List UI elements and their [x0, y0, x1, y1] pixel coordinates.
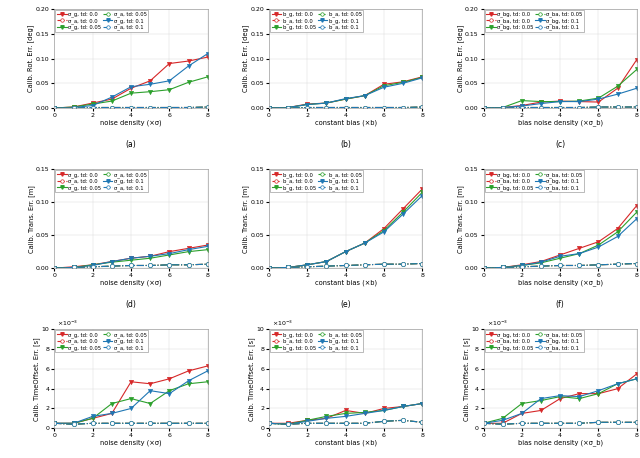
Y-axis label: Calib. TimeOffset. Err. [s]: Calib. TimeOffset. Err. [s]	[34, 337, 40, 421]
Legend: σ_bg, td: 0.0, σ_ba, td: 0.0, σ_bg, td: 0.05, σ_ba, td: 0.05, σ_bg, td: 0.1, σ_b: σ_bg, td: 0.0, σ_ba, td: 0.0, σ_bg, td: …	[484, 331, 584, 352]
X-axis label: bias noise density (×σ_b): bias noise density (×σ_b)	[518, 279, 603, 286]
Text: (b): (b)	[340, 140, 351, 149]
X-axis label: bias noise density (×σ_b): bias noise density (×σ_b)	[518, 119, 603, 126]
Y-axis label: Calib. TimeOffset. Err. [s]: Calib. TimeOffset. Err. [s]	[463, 337, 470, 421]
Text: $\times10^{-3}$: $\times10^{-3}$	[58, 319, 79, 328]
Legend: σ_g, td: 0.0, σ_a, td: 0.0, σ_g, td: 0.05, σ_a, td: 0.05, σ_g, td: 0.1, σ_a, td:: σ_g, td: 0.0, σ_a, td: 0.0, σ_g, td: 0.0…	[56, 170, 148, 192]
Y-axis label: Calib. Rot. Err. [deg]: Calib. Rot. Err. [deg]	[28, 25, 35, 92]
X-axis label: bias noise density (×σ_b): bias noise density (×σ_b)	[518, 440, 603, 446]
X-axis label: noise density (×σ): noise density (×σ)	[100, 279, 162, 286]
Y-axis label: Calib. TimeOffset. Err. [s]: Calib. TimeOffset. Err. [s]	[248, 337, 255, 421]
Text: (c): (c)	[555, 140, 565, 149]
Text: (a): (a)	[125, 140, 136, 149]
Text: (e): (e)	[340, 300, 351, 309]
X-axis label: constant bias (×b): constant bias (×b)	[314, 279, 377, 286]
Y-axis label: Calib. Trans. Err. [m]: Calib. Trans. Err. [m]	[28, 185, 35, 253]
Y-axis label: Calib. Trans. Err. [m]: Calib. Trans. Err. [m]	[243, 185, 249, 253]
Legend: b_g, td: 0.0, b_a, td: 0.0, b_g, td: 0.05, b_a, td: 0.05, b_g, td: 0.1, b_a, td:: b_g, td: 0.0, b_a, td: 0.0, b_g, td: 0.0…	[270, 170, 364, 192]
Y-axis label: Calib. Rot. Err. [deg]: Calib. Rot. Err. [deg]	[242, 25, 249, 92]
Legend: b_g, td: 0.0, b_a, td: 0.0, b_g, td: 0.05, b_a, td: 0.05, b_g, td: 0.1, b_a, td:: b_g, td: 0.0, b_a, td: 0.0, b_g, td: 0.0…	[270, 331, 364, 352]
Legend: σ_bg, td: 0.0, σ_ba, td: 0.0, σ_bg, td: 0.05, σ_ba, td: 0.05, σ_bg, td: 0.1, σ_b: σ_bg, td: 0.0, σ_ba, td: 0.0, σ_bg, td: …	[484, 10, 584, 32]
X-axis label: noise density (×σ): noise density (×σ)	[100, 119, 162, 126]
X-axis label: constant bias (×b): constant bias (×b)	[314, 440, 377, 446]
Text: $\times10^{-3}$: $\times10^{-3}$	[272, 319, 293, 328]
Legend: b_g, td: 0.0, b_a, td: 0.0, b_g, td: 0.05, b_a, td: 0.05, b_g, td: 0.1, b_a, td:: b_g, td: 0.0, b_a, td: 0.0, b_g, td: 0.0…	[270, 10, 364, 32]
Text: (f): (f)	[556, 300, 564, 309]
X-axis label: constant bias (×b): constant bias (×b)	[314, 119, 377, 126]
Y-axis label: Calib. Trans. Err. [m]: Calib. Trans. Err. [m]	[457, 185, 463, 253]
Text: $\times10^{-3}$: $\times10^{-3}$	[486, 319, 508, 328]
Legend: σ_bg, td: 0.0, σ_ba, td: 0.0, σ_bg, td: 0.05, σ_ba, td: 0.05, σ_bg, td: 0.1, σ_b: σ_bg, td: 0.0, σ_ba, td: 0.0, σ_bg, td: …	[484, 170, 584, 192]
Legend: σ_g, td: 0.0, σ_a, td: 0.0, σ_g, td: 0.05, σ_a, td: 0.05, σ_g, td: 0.1, σ_a, td:: σ_g, td: 0.0, σ_a, td: 0.0, σ_g, td: 0.0…	[56, 331, 148, 352]
Y-axis label: Calib. Rot. Err. [deg]: Calib. Rot. Err. [deg]	[457, 25, 463, 92]
X-axis label: noise density (×σ): noise density (×σ)	[100, 440, 162, 446]
Text: (d): (d)	[125, 300, 136, 309]
Legend: σ_g, td: 0.0, σ_a, td: 0.0, σ_g, td: 0.05, σ_a, td: 0.05, σ_g, td: 0.1, σ_a, td:: σ_g, td: 0.0, σ_a, td: 0.0, σ_g, td: 0.0…	[56, 10, 148, 32]
